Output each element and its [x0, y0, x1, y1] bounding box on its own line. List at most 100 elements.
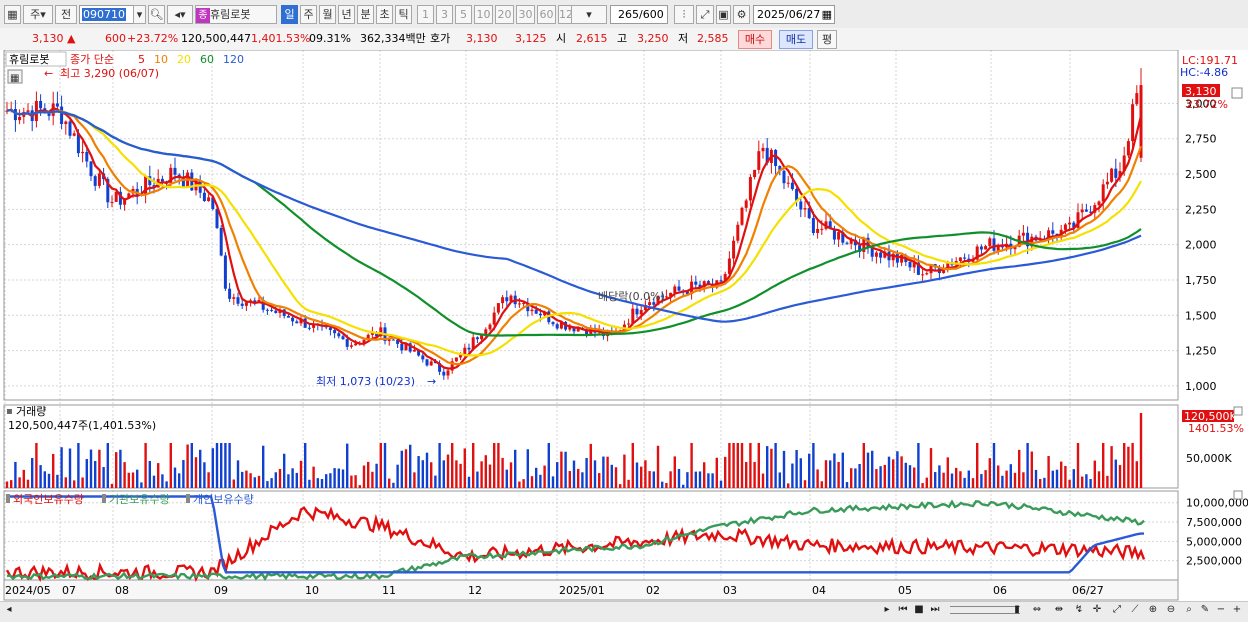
volume-bar — [220, 443, 223, 488]
volume-bar — [102, 467, 105, 488]
volume-bar — [740, 443, 744, 488]
crosshair-icon[interactable]: ✛ — [1092, 604, 1102, 615]
scroll-bar[interactable] — [0, 601, 1248, 622]
candle-body — [1097, 201, 1101, 206]
volume-bar — [404, 449, 408, 488]
volume-bar — [673, 456, 676, 488]
volume-bar — [161, 474, 164, 488]
first-page-icon[interactable]: ⏮ — [898, 604, 908, 615]
volume-bar — [610, 464, 613, 488]
interval-tab-60[interactable]: 60 — [537, 5, 556, 24]
period-tab-5[interactable]: 초 — [376, 5, 393, 24]
volume-bar — [992, 443, 996, 488]
prev-button[interactable]: 전 — [55, 5, 77, 24]
volume-bar — [997, 465, 1000, 488]
count-input[interactable]: 265/600 — [610, 5, 668, 24]
fit-icon[interactable]: ⇔ — [1032, 604, 1042, 615]
stock-name-field[interactable]: 종 휴림로봇 — [195, 5, 277, 24]
x-tick-label: 2025/01 — [559, 584, 605, 597]
type-select[interactable]: 주▾ — [23, 5, 53, 24]
date-input[interactable]: 2025/06/27 ▦ — [753, 5, 835, 24]
volume-bar — [711, 473, 714, 488]
sound-icon[interactable]: ◂▾ — [167, 5, 193, 24]
search-icon[interactable]: 🔍︎ — [148, 5, 165, 24]
count-total: /600 — [639, 8, 664, 21]
stock-chart[interactable]: 1,000 1,250 1,500 1,750 2,000 2,250 2,500 2,750… — [0, 50, 1248, 602]
interval-tab-1[interactable]: 1 — [417, 5, 434, 24]
candle-body — [215, 209, 219, 228]
candle-body — [123, 198, 127, 205]
candle-body — [669, 292, 673, 297]
candle-body — [866, 237, 870, 248]
code-input[interactable]: 090710 — [79, 5, 135, 24]
candle-body — [538, 313, 542, 316]
candle-body — [244, 302, 248, 306]
minus-icon[interactable]: − — [1216, 604, 1226, 615]
volume-bar — [749, 443, 752, 488]
volume-bar — [320, 479, 324, 488]
period-tab-0[interactable]: 일 — [281, 5, 298, 24]
grid-toggle-icon[interactable] — [7, 69, 23, 84]
zoom-handle-icon[interactable]: ▮ — [1014, 604, 1020, 615]
chart-menu-icon[interactable]: ▦ — [4, 5, 21, 24]
x-tick-label: 07 — [62, 584, 76, 597]
interval-tab-10[interactable]: 10 — [474, 5, 493, 24]
magnifier-icon[interactable]: ⌕ — [1186, 604, 1192, 615]
candle-body — [778, 165, 782, 171]
period-tab-3[interactable]: 년 — [338, 5, 355, 24]
volume-bar — [719, 480, 723, 488]
eval-button[interactable]: 평 — [817, 30, 837, 49]
code-dropdown-icon[interactable]: ▾ — [133, 5, 146, 24]
stop-icon[interactable]: ■ — [914, 604, 924, 615]
volume-bar — [866, 452, 870, 488]
scroll-left-icon[interactable]: ◂ — [6, 604, 12, 615]
pan-icon[interactable]: ⤢ — [1113, 604, 1121, 615]
period-tab-4[interactable]: 분 — [357, 5, 374, 24]
interval-dropdown[interactable]: ▾ — [571, 5, 607, 24]
settings-icon[interactable]: ⚙ — [733, 5, 750, 24]
volume-bar — [892, 459, 895, 488]
zoom-slider[interactable] — [950, 606, 1020, 614]
volume-bar — [1022, 472, 1025, 488]
last-page-icon[interactable]: ⏭ — [930, 604, 940, 615]
candle-body — [908, 262, 912, 268]
candle-type-icon[interactable]: ⫶ — [674, 5, 694, 24]
x-tick-label: 06 — [993, 584, 1007, 597]
save-icon[interactable]: ▣ — [716, 5, 731, 24]
candle-body — [517, 303, 521, 305]
calendar-icon[interactable]: ▦ — [821, 8, 832, 21]
volume-bar — [1026, 443, 1029, 488]
period-tab-1[interactable]: 주 — [300, 5, 317, 24]
buy-button[interactable]: 매수 — [738, 30, 772, 49]
interval-tab-5[interactable]: 5 — [455, 5, 472, 24]
volume-bar — [556, 462, 559, 488]
sell-button[interactable]: 매도 — [779, 30, 813, 49]
interval-tab-30[interactable]: 30 — [516, 5, 535, 24]
auto-icon[interactable]: ↯ — [1074, 604, 1084, 615]
scroll-up-icon[interactable] — [1231, 87, 1243, 99]
volume-bar — [980, 474, 983, 488]
volume-bar — [736, 443, 739, 488]
volume-bar — [887, 456, 891, 488]
scroll-right-icon[interactable]: ▸ — [884, 604, 890, 615]
volume-close-icon[interactable] — [1233, 406, 1243, 416]
volume-bar — [236, 460, 240, 488]
compress-icon[interactable]: ⇹ — [1054, 604, 1064, 615]
period-tab-6[interactable]: 틱 — [395, 5, 412, 24]
candle-body — [799, 201, 803, 210]
plus-icon[interactable]: + — [1232, 604, 1242, 615]
candle-body — [1030, 236, 1034, 247]
zoom-out-icon[interactable]: ⊖ — [1166, 604, 1176, 615]
period-tab-2[interactable]: 월 — [319, 5, 336, 24]
trend-icon[interactable]: ⟋ — [1131, 604, 1139, 615]
candle-body — [664, 296, 668, 298]
high-value: 3,250 — [637, 32, 669, 45]
zoom-in-icon[interactable]: ⊕ — [1148, 604, 1158, 615]
volume-bar — [89, 449, 93, 488]
draw-tool-icon[interactable]: ⤢ — [696, 5, 714, 24]
grid-toggle-glyph: ▦ — [10, 73, 19, 84]
holding-close-icon[interactable] — [1233, 490, 1243, 500]
interval-tab-20[interactable]: 20 — [495, 5, 514, 24]
pen-icon[interactable]: ✎ — [1200, 604, 1210, 615]
interval-tab-3[interactable]: 3 — [436, 5, 453, 24]
